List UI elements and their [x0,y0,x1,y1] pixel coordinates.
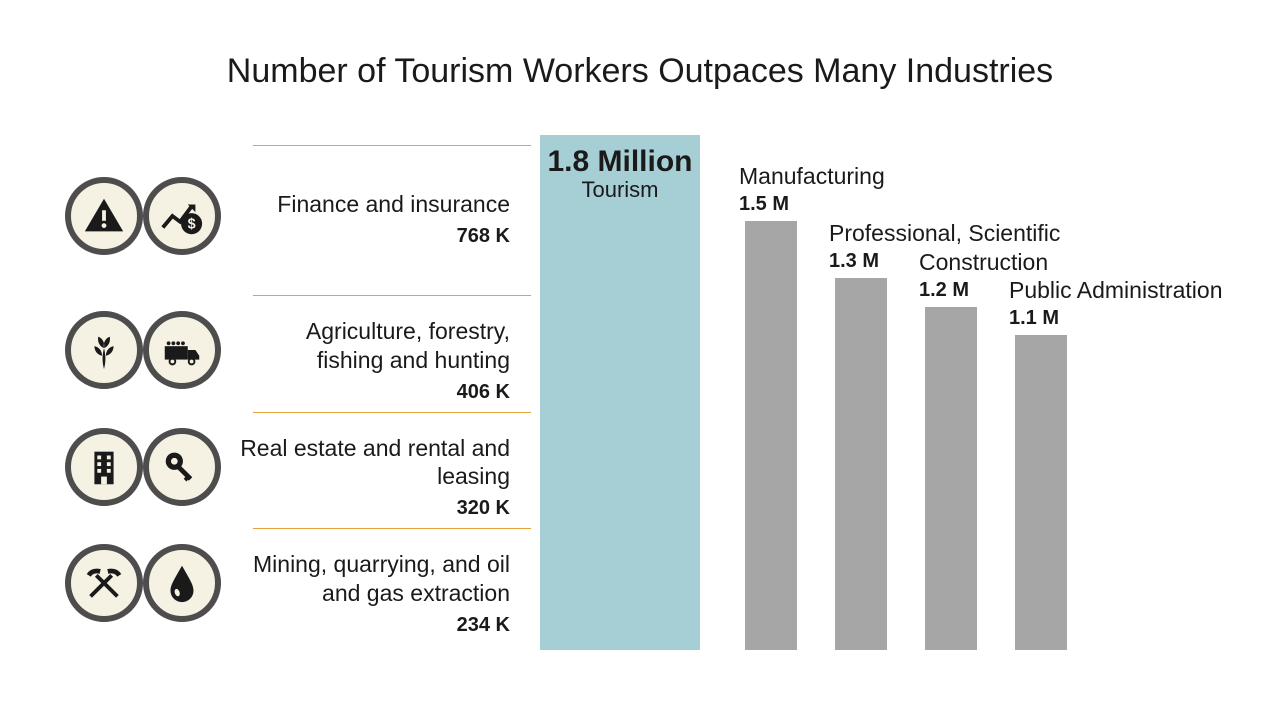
divider-line [253,528,531,529]
bar-value: 1.3 M [829,250,879,273]
svg-text:$: $ [188,216,196,232]
icon-pair [65,544,240,622]
alert-icon [65,177,143,255]
wheat-icon [65,311,143,389]
building-icon [65,428,143,506]
bar-heading-highlight: 1.8 MillionTourism [540,145,700,203]
list-item-value: 320 K [240,497,510,520]
bar-value: 1.5 M [739,193,789,216]
bar: Manufacturing1.5 M [745,221,797,650]
list-item: Agriculture, forestry, fishing and hunti… [65,295,530,412]
bar-label: Public Administration [1009,277,1223,304]
bar-label: Tourism [540,177,700,203]
bar-rect [745,221,797,650]
divider-line [253,145,531,146]
bar-value: 1.8 Million [540,145,700,179]
list-item-value: 234 K [240,614,510,637]
bar-chart: 1.8 MillionTourismManufacturing1.5 MProf… [540,130,1240,650]
growth-dollar-icon: $ [143,177,221,255]
bar-rect [540,135,700,650]
icon-pair [65,428,240,506]
bar-rect [835,278,887,650]
list-item-label: Finance and insurance [240,190,510,219]
list-item-value: 768 K [240,225,510,248]
oil-drop-icon [143,544,221,622]
pickaxe-icon [65,544,143,622]
bar-label: Manufacturing [739,163,885,190]
bar-value: 1.2 M [919,279,969,302]
list-item-label: Mining, quarrying, and oil and gas extra… [240,550,510,608]
bar: Professional, Scientific1.3 M [835,278,887,650]
list-item: Real estate and rental and leasing 320 K [65,412,530,529]
key-icon [143,428,221,506]
list-item-label: Agriculture, forestry, fishing and hunti… [240,317,510,375]
bar-rect [1015,335,1067,650]
bar: 1.8 MillionTourism [540,135,700,650]
bar-rect [925,307,977,650]
list-item-label: Real estate and rental and leasing [240,434,510,492]
bar: Public Administration1.1 M [1015,335,1067,650]
list-item: $ Finance and insurance 768 K [65,145,530,295]
list-item-value: 406 K [240,381,510,404]
divider-line [253,412,531,413]
left-industry-list: $ Finance and insurance 768 K Agricultur… [65,145,530,645]
list-item: Mining, quarrying, and oil and gas extra… [65,528,530,645]
truck-icon [143,311,221,389]
icon-pair: $ [65,177,240,255]
bar: Construction1.2 M [925,307,977,650]
bar-value: 1.1 M [1009,307,1059,330]
bar-label: Professional, Scientific [829,220,1060,247]
bar-label: Construction [919,249,1048,276]
divider-line [253,295,531,296]
icon-pair [65,311,240,389]
page-title: Number of Tourism Workers Outpaces Many … [0,52,1280,91]
